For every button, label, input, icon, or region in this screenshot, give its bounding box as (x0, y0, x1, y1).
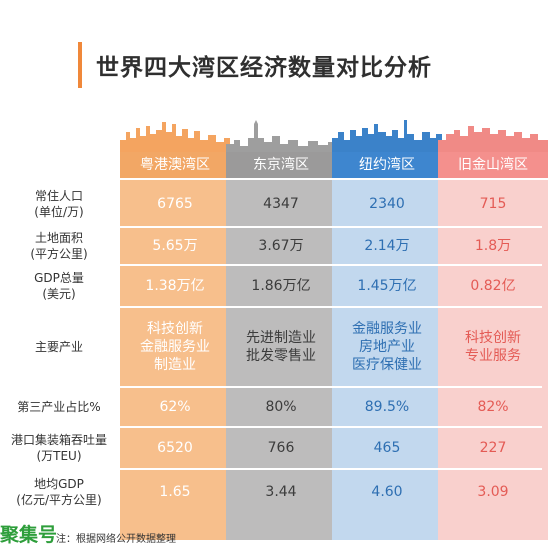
skyline-icon (438, 126, 548, 152)
table-cell: 6765 (157, 196, 193, 212)
row-label: 土地面积 (平方公里) (30, 231, 88, 261)
column-header: 东京湾区 (226, 152, 336, 178)
table-cell: 89.5% (364, 399, 410, 415)
table-cell: 1.8万 (474, 238, 512, 254)
chart-title: 世界四大湾区经济数量对比分析 (96, 55, 432, 81)
table-cell: 科技创新 专业服务 (465, 330, 521, 364)
row-separator (118, 306, 542, 308)
table-cell: 1.65 (159, 484, 191, 500)
table-cell: 82% (477, 399, 509, 415)
column-4: 旧金山湾区 715 1.8万 0.82亿科技创新 专业服务 82% 227 3.09 (438, 120, 548, 540)
table-cell: 0.82亿 (470, 278, 516, 294)
row-separator (118, 468, 542, 470)
row-label: 港口集装箱吞吐量 (万TEU) (10, 433, 107, 463)
row-label: 主要产业 (34, 340, 83, 354)
row-label: 常住人口 (单位/万) (34, 189, 84, 219)
table-cell: 62% (159, 399, 191, 415)
table-cell: 4.60 (371, 484, 403, 500)
column-body: 715 1.8万 0.82亿科技创新 专业服务 82% 227 3.09 (438, 180, 548, 540)
column-body: 6765 5.65万 1.38万亿科技创新 金融服务业 制造业 62% 6520 1.65 (120, 180, 230, 540)
table-cell: 3.09 (477, 484, 509, 500)
column-header: 纽约湾区 (332, 152, 442, 178)
table-cell: 227 (479, 440, 507, 456)
watermark-logo: 聚集号 (0, 524, 58, 546)
row-separator (118, 264, 542, 266)
table-cell: 2.14万 (364, 238, 410, 254)
table-cell: 1.86万亿 (251, 278, 311, 294)
skyline-icon (332, 120, 442, 152)
table-cell: 80% (265, 399, 297, 415)
footnote: 注：根据网络公开数据整理 (56, 534, 176, 545)
skyline-icon (120, 122, 230, 152)
table-cell: 4347 (263, 196, 299, 212)
table-cell: 465 (373, 440, 401, 456)
column-2: 东京湾区 4347 3.67万 1.86万亿先进制造业 批发零售业 80% 766 3.44 (226, 120, 336, 540)
column-header: 粤港澳湾区 (120, 152, 230, 178)
row-separator (118, 386, 542, 388)
column-body: 4347 3.67万 1.86万亿先进制造业 批发零售业 80% 766 3.44 (226, 180, 336, 540)
row-separator (118, 226, 542, 228)
column-3: 纽约湾区 2340 2.14万 1.45万亿金融服务业 房地产业 医疗保健业 89.5% 46… (332, 120, 442, 540)
column-header: 旧金山湾区 (438, 152, 548, 178)
row-separator (118, 426, 542, 428)
table-cell: 1.38万亿 (145, 278, 205, 294)
table-cell: 金融服务业 房地产业 医疗保健业 (352, 321, 422, 373)
column-1: 粤港澳湾区 6765 5.65万 1.38万亿科技创新 金融服务业 制造业 62% 6520 1… (120, 120, 230, 540)
row-label: 第三产业占比% (17, 400, 101, 414)
table-cell: 2340 (369, 196, 405, 212)
table-cell: 5.65万 (152, 238, 198, 254)
table-cell: 766 (267, 440, 295, 456)
table-cell: 先进制造业 批发零售业 (246, 330, 316, 364)
table-cell: 3.67万 (258, 238, 304, 254)
table-cell: 715 (479, 196, 507, 212)
table-cell: 3.44 (265, 484, 297, 500)
skyline-icon (226, 120, 336, 152)
title-accent-bar (78, 42, 82, 88)
table-cell: 6520 (157, 440, 193, 456)
row-label: GDP总量 (美元) (34, 271, 84, 301)
table-cell: 科技创新 金融服务业 制造业 (140, 321, 210, 373)
column-body: 2340 2.14万 1.45万亿金融服务业 房地产业 医疗保健业 89.5% 465 4.6… (332, 180, 442, 540)
table-cell: 1.45万亿 (357, 278, 417, 294)
row-label: 地均GDP (亿元/平方公里) (16, 477, 102, 507)
